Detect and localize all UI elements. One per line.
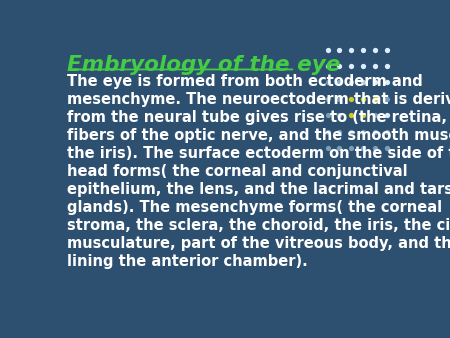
Text: The eye is formed from both ectoderm and
mesenchyme. The neuroectoderm that is d: The eye is formed from both ectoderm and… [67, 74, 450, 269]
Text: Embryology of the eye: Embryology of the eye [67, 55, 340, 75]
